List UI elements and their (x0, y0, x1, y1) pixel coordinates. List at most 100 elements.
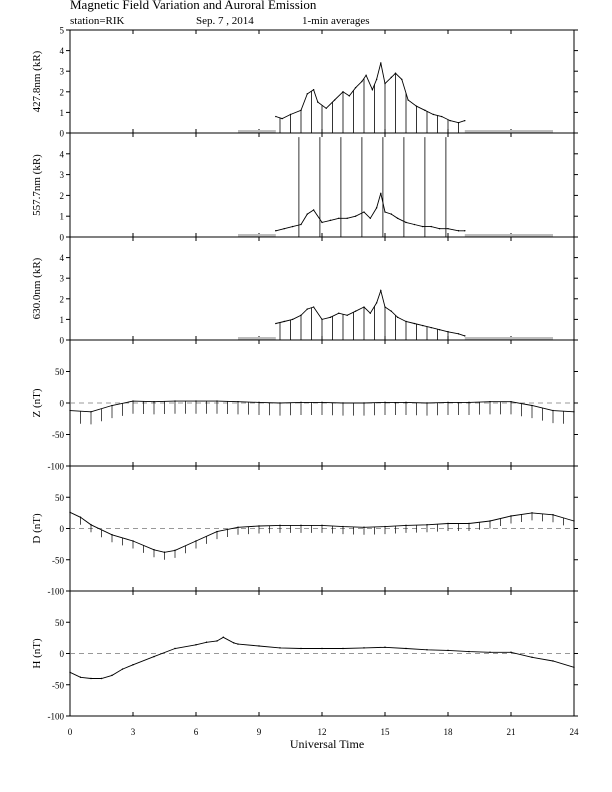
data-point (216, 640, 218, 642)
data-point (275, 322, 277, 325)
y-tick-label: 50 (55, 367, 65, 377)
data-point (552, 660, 554, 662)
data-point (338, 217, 340, 219)
y-tick-label: 3 (60, 170, 65, 180)
data-point (354, 215, 357, 217)
series-line (69, 636, 575, 679)
y-tick-label: 2 (60, 191, 65, 201)
data-point (405, 647, 407, 650)
data-point (464, 335, 466, 337)
y-axis-label: Z (nT) (31, 388, 43, 417)
data-point (365, 74, 367, 77)
data-point (489, 651, 491, 653)
y-axis-label: D (nT) (31, 513, 43, 544)
y-tick-label: 50 (55, 493, 65, 503)
data-point (312, 89, 315, 91)
data-point (457, 230, 460, 232)
y-tick-label: -100 (48, 462, 65, 472)
y-tick-label: 4 (60, 46, 65, 56)
y-tick-label: -100 (48, 712, 65, 722)
data-point (361, 80, 363, 83)
x-axis-label: Universal Time (290, 737, 364, 751)
data-point (438, 227, 441, 230)
data-point (375, 207, 378, 209)
x-tick-label: 3 (131, 727, 136, 737)
y-tick-label: 0 (60, 649, 65, 659)
x-tick-label: 24 (570, 727, 580, 737)
data-point (354, 310, 357, 312)
data-point (100, 677, 103, 680)
data-point (346, 217, 348, 219)
data-point (447, 649, 449, 652)
data-point (363, 647, 365, 649)
panel-2: 0 1 2 3 4 557.7nm (kR) (31, 132, 578, 243)
data-point (291, 318, 294, 321)
data-point (390, 213, 392, 215)
y-tick-label: 1 (60, 108, 65, 118)
x-axis: 0 3 6 9 12 15 18 21 24 (68, 727, 579, 737)
y-tick-label: 50 (55, 618, 65, 628)
data-point (573, 520, 575, 522)
data-point (396, 316, 399, 319)
x-tick-label: 9 (257, 727, 262, 737)
data-point (69, 511, 71, 513)
y-tick-label: -50 (52, 430, 64, 440)
data-point (174, 647, 176, 650)
y-tick-label: 1 (60, 212, 65, 222)
data-point (390, 76, 392, 79)
panel-3: 0 1 2 3 4 630.0nm (kR) (31, 236, 578, 346)
data-point (380, 192, 382, 195)
y-tick-label: -50 (52, 680, 64, 690)
data-point (329, 316, 332, 319)
x-tick-label: 18 (444, 727, 454, 737)
averaging-label: 1-min averages (302, 15, 370, 27)
data-point (380, 62, 382, 64)
series-line (275, 62, 465, 124)
data-point (422, 324, 424, 327)
data-point (363, 211, 365, 213)
date-label: Sep. 7 , 2014 (196, 15, 254, 27)
data-point (468, 650, 470, 653)
x-tick-label: 21 (507, 727, 516, 737)
data-point (342, 647, 344, 650)
data-point (69, 671, 71, 673)
data-point (333, 99, 336, 101)
data-point (90, 677, 92, 680)
data-point (375, 302, 378, 304)
data-point (348, 95, 350, 97)
data-point (369, 217, 371, 219)
data-point (275, 230, 277, 232)
data-point (413, 223, 416, 226)
data-point (407, 99, 409, 101)
data-point (375, 78, 378, 81)
data-point (312, 306, 315, 308)
data-point (510, 651, 512, 653)
data-point (531, 656, 533, 658)
data-point (457, 333, 460, 335)
no-data-band (464, 130, 553, 133)
data-point (275, 115, 277, 118)
data-point (306, 308, 308, 310)
data-point (413, 322, 416, 325)
series-line (275, 289, 465, 337)
no-data-band (464, 337, 553, 340)
data-point (233, 642, 235, 644)
y-tick-label: 4 (60, 149, 65, 159)
data-point (371, 89, 374, 91)
data-point (384, 211, 386, 213)
data-point (338, 312, 340, 314)
data-point (79, 676, 82, 678)
panel-4: -100 -50 0 50 Z (nT) (31, 339, 578, 472)
data-point (306, 93, 308, 95)
y-tick-label: 5 (60, 26, 65, 36)
data-point (258, 645, 260, 647)
data-point (281, 117, 283, 120)
y-tick-label: 0 (60, 129, 65, 139)
data-point (321, 221, 323, 224)
data-point (449, 119, 451, 122)
data-point (573, 666, 575, 668)
data-point (300, 223, 302, 226)
x-tick-label: 15 (381, 727, 391, 737)
data-point (283, 320, 285, 323)
panel-1: 0 1 2 3 4 5 427.8nm (kR) (31, 26, 578, 139)
